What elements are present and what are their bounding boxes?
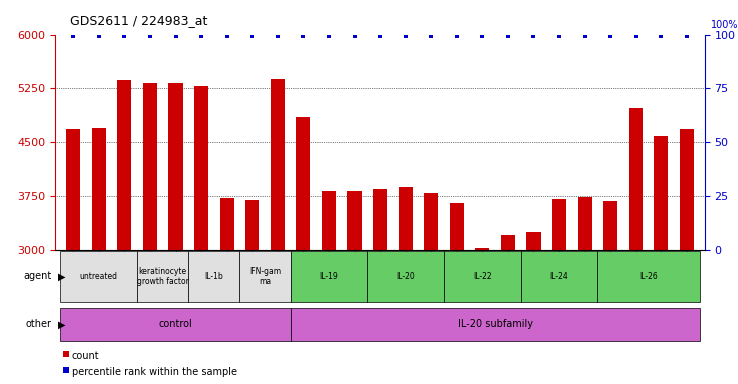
Point — [323, 33, 335, 39]
Text: other: other — [26, 319, 52, 329]
Point — [579, 33, 590, 39]
Bar — [220, 198, 234, 250]
Point — [477, 33, 489, 39]
Point — [144, 33, 156, 39]
Point — [272, 33, 283, 39]
Bar — [501, 235, 515, 250]
Text: keratinocyte
growth factor: keratinocyte growth factor — [137, 267, 189, 286]
Bar — [680, 129, 694, 250]
Bar — [168, 83, 182, 250]
Bar — [92, 128, 106, 250]
Text: control: control — [159, 319, 193, 329]
Bar — [137, 251, 188, 302]
Text: GDS2611 / 224983_at: GDS2611 / 224983_at — [70, 14, 207, 27]
Point — [502, 33, 514, 39]
Bar — [245, 200, 259, 250]
Point — [348, 33, 360, 39]
Bar — [373, 189, 387, 250]
Text: IL-26: IL-26 — [639, 272, 658, 281]
Point — [100, 272, 112, 278]
Bar — [194, 86, 208, 250]
Bar — [239, 251, 291, 302]
Point — [425, 33, 437, 39]
Point — [119, 33, 131, 39]
Text: IFN-gam
ma: IFN-gam ma — [249, 267, 281, 286]
Text: untreated: untreated — [80, 272, 118, 281]
Bar — [449, 203, 463, 250]
Bar — [475, 248, 489, 250]
Bar — [597, 251, 700, 302]
Point — [221, 33, 232, 39]
Bar — [629, 108, 643, 250]
Point — [528, 33, 539, 39]
Text: IL-1b: IL-1b — [204, 272, 224, 281]
Point — [100, 124, 112, 130]
Text: ▶: ▶ — [58, 319, 65, 329]
Bar — [66, 129, 80, 250]
Text: agent: agent — [24, 271, 52, 281]
Point — [374, 33, 386, 39]
Bar — [526, 232, 540, 250]
Point — [246, 33, 258, 39]
Bar — [188, 251, 239, 302]
Point — [681, 33, 693, 39]
Bar — [291, 251, 368, 302]
Point — [297, 33, 309, 39]
Bar — [368, 251, 444, 302]
Text: ▶: ▶ — [58, 271, 65, 281]
Text: IL-24: IL-24 — [550, 272, 568, 281]
Bar — [444, 251, 521, 302]
Point — [67, 33, 79, 39]
Bar — [61, 251, 137, 302]
Bar — [117, 80, 131, 250]
Text: 100%: 100% — [711, 20, 738, 30]
Bar — [61, 308, 291, 341]
Bar — [143, 83, 157, 250]
Bar — [655, 136, 669, 250]
Text: count: count — [72, 351, 99, 361]
Bar — [399, 187, 413, 250]
Bar — [271, 79, 285, 250]
Point — [630, 33, 641, 39]
Text: IL-20: IL-20 — [396, 272, 415, 281]
Point — [451, 33, 463, 39]
Point — [93, 33, 105, 39]
Text: IL-20 subfamily: IL-20 subfamily — [458, 319, 533, 329]
Point — [170, 33, 182, 39]
Point — [655, 33, 667, 39]
Bar — [424, 193, 438, 250]
Bar — [291, 308, 700, 341]
Bar — [348, 191, 362, 250]
Point — [400, 33, 412, 39]
Bar — [552, 199, 566, 250]
Bar — [297, 117, 311, 250]
Text: percentile rank within the sample: percentile rank within the sample — [72, 366, 237, 377]
Point — [195, 33, 207, 39]
Bar — [322, 191, 336, 250]
Text: IL-19: IL-19 — [320, 272, 338, 281]
Point — [604, 33, 616, 39]
Bar — [521, 251, 597, 302]
Point — [554, 33, 565, 39]
Bar — [603, 201, 617, 250]
Bar — [578, 197, 592, 250]
Text: IL-22: IL-22 — [473, 272, 492, 281]
